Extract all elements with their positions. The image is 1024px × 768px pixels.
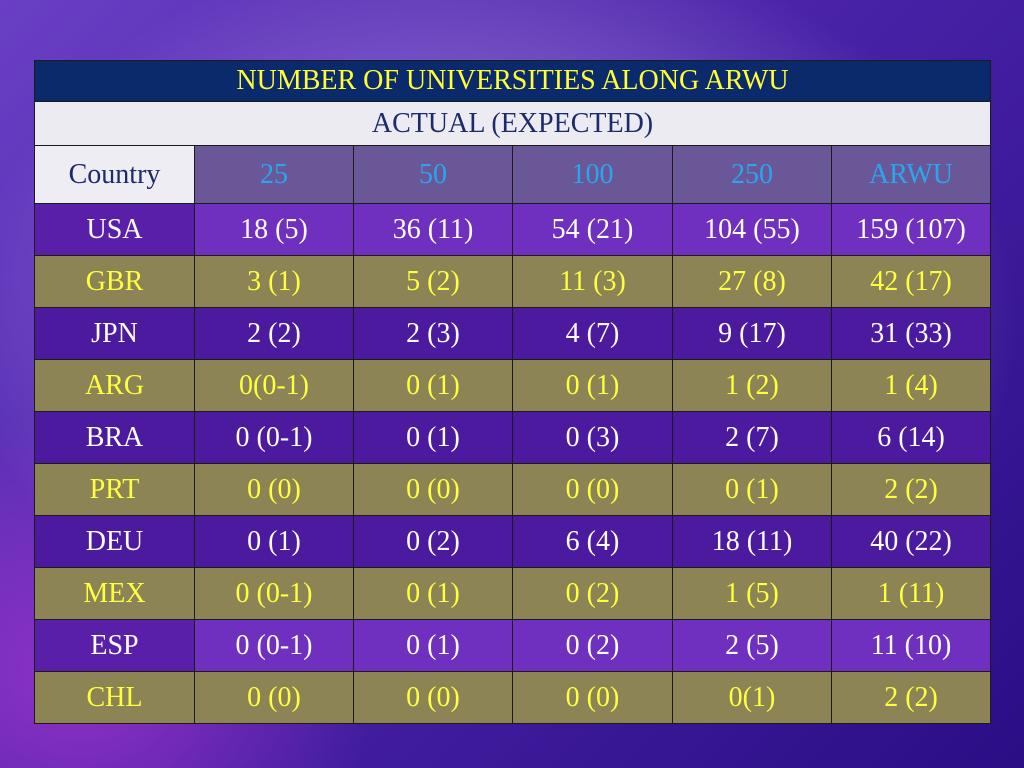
- country-cell: USA: [34, 203, 195, 256]
- value-cell: 0 (2): [512, 619, 673, 672]
- value-cell: 0 (2): [353, 515, 513, 568]
- column-header-row: Country 25 50 100 250 ARWU: [34, 145, 992, 204]
- value-cell: 0 (0): [512, 463, 673, 516]
- value-cell: 0 (1): [672, 463, 832, 516]
- value-cell: 2 (2): [830, 671, 992, 724]
- value-cell: 27 (8): [672, 255, 832, 308]
- value-cell: 0 (0): [512, 671, 673, 724]
- table-row: USA 18 (5) 36 (11) 54 (21) 104 (55) 159 …: [34, 203, 992, 256]
- value-cell: 159 (107): [830, 203, 992, 256]
- value-cell: 0(0-1): [194, 359, 354, 412]
- value-cell: 1 (11): [830, 567, 992, 620]
- table-row: GBR 3 (1) 5 (2) 11 (3) 27 (8) 42 (17): [34, 255, 992, 308]
- value-cell: 54 (21): [512, 203, 673, 256]
- value-cell: 1 (4): [830, 359, 992, 412]
- value-cell: 0 (2): [512, 567, 673, 620]
- column-header-25: 25: [194, 145, 354, 204]
- value-cell: 36 (11): [353, 203, 513, 256]
- value-cell: 40 (22): [830, 515, 992, 568]
- value-cell: 11 (10): [830, 619, 992, 672]
- table-row: CHL 0 (0) 0 (0) 0 (0) 0(1) 2 (2): [34, 671, 992, 724]
- country-cell: GBR: [34, 255, 195, 308]
- table-title: NUMBER OF UNIVERSITIES ALONG ARWU: [33, 60, 992, 102]
- value-cell: 0 (3): [512, 411, 673, 464]
- column-header-arwu: ARWU: [830, 145, 992, 204]
- value-cell: 9 (17): [672, 307, 832, 360]
- value-cell: 0 (0-1): [194, 411, 354, 464]
- value-cell: 18 (11): [672, 515, 832, 568]
- value-cell: 2 (2): [194, 307, 354, 360]
- value-cell: 2 (3): [353, 307, 513, 360]
- country-cell: JPN: [34, 307, 195, 360]
- title-row: NUMBER OF UNIVERSITIES ALONG ARWU: [33, 60, 992, 102]
- value-cell: 1 (2): [672, 359, 832, 412]
- column-header-country: Country: [34, 145, 195, 204]
- value-cell: 4 (7): [512, 307, 673, 360]
- country-cell: ARG: [34, 359, 195, 412]
- value-cell: 2 (5): [672, 619, 832, 672]
- value-cell: 0 (1): [512, 359, 673, 412]
- value-cell: 2 (2): [830, 463, 992, 516]
- value-cell: 6 (14): [830, 411, 992, 464]
- country-cell: DEU: [34, 515, 195, 568]
- value-cell: 0 (0): [353, 671, 513, 724]
- value-cell: 0 (1): [353, 619, 513, 672]
- subtitle-row: ACTUAL (EXPECTED): [33, 101, 992, 146]
- value-cell: 0 (0): [194, 463, 354, 516]
- table-row: DEU 0 (1) 0 (2) 6 (4) 18 (11) 40 (22): [34, 515, 992, 568]
- value-cell: 0 (1): [353, 567, 513, 620]
- country-cell: ESP: [34, 619, 195, 672]
- value-cell: 0 (0-1): [194, 619, 354, 672]
- value-cell: 18 (5): [194, 203, 354, 256]
- country-cell: PRT: [34, 463, 195, 516]
- value-cell: 42 (17): [830, 255, 992, 308]
- value-cell: 0 (0-1): [194, 567, 354, 620]
- table-row: MEX 0 (0-1) 0 (1) 0 (2) 1 (5) 1 (11): [34, 567, 992, 620]
- table-row: JPN 2 (2) 2 (3) 4 (7) 9 (17) 31 (33): [34, 307, 992, 360]
- value-cell: 11 (3): [512, 255, 673, 308]
- value-cell: 104 (55): [672, 203, 832, 256]
- value-cell: 31 (33): [830, 307, 992, 360]
- value-cell: 6 (4): [512, 515, 673, 568]
- value-cell: 0 (1): [353, 411, 513, 464]
- value-cell: 5 (2): [353, 255, 513, 308]
- value-cell: 1 (5): [672, 567, 832, 620]
- value-cell: 0 (0): [194, 671, 354, 724]
- country-cell: MEX: [34, 567, 195, 620]
- table-subtitle: ACTUAL (EXPECTED): [33, 101, 992, 146]
- value-cell: 0 (1): [353, 359, 513, 412]
- country-cell: BRA: [34, 411, 195, 464]
- arwu-table: NUMBER OF UNIVERSITIES ALONG ARWU ACTUAL…: [33, 60, 992, 724]
- table-row: ARG 0(0-1) 0 (1) 0 (1) 1 (2) 1 (4): [34, 359, 992, 412]
- column-header-250: 250: [672, 145, 832, 204]
- value-cell: 0 (0): [353, 463, 513, 516]
- table-row: PRT 0 (0) 0 (0) 0 (0) 0 (1) 2 (2): [34, 463, 992, 516]
- value-cell: 2 (7): [672, 411, 832, 464]
- column-header-50: 50: [353, 145, 513, 204]
- column-header-100: 100: [512, 145, 673, 204]
- value-cell: 0 (1): [194, 515, 354, 568]
- value-cell: 0(1): [672, 671, 832, 724]
- table-row: ESP 0 (0-1) 0 (1) 0 (2) 2 (5) 11 (10): [34, 619, 992, 672]
- table-row: BRA 0 (0-1) 0 (1) 0 (3) 2 (7) 6 (14): [34, 411, 992, 464]
- value-cell: 3 (1): [194, 255, 354, 308]
- country-cell: CHL: [34, 671, 195, 724]
